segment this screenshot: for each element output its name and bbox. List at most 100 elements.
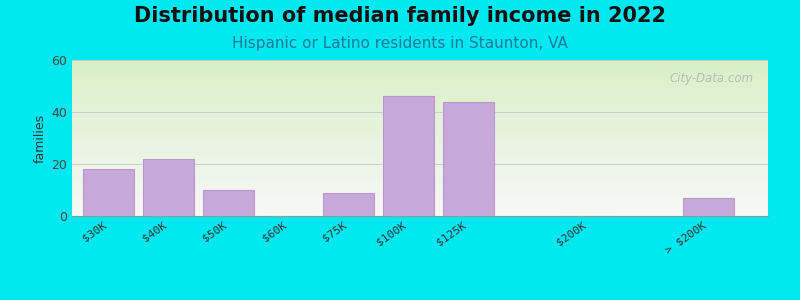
Bar (72, 135, 768, 136)
Bar (72, 157, 768, 158)
Bar (72, 188, 768, 190)
Bar (72, 91, 768, 93)
Bar (72, 125, 768, 127)
Bar (72, 60, 768, 61)
Bar (72, 100, 768, 102)
Bar (72, 205, 768, 207)
Bar (72, 80, 768, 82)
Bar (72, 185, 768, 186)
Bar (72, 183, 768, 185)
Bar (72, 182, 768, 183)
Bar (72, 129, 768, 130)
Bar (72, 166, 768, 168)
Bar (72, 122, 768, 124)
Bar (72, 146, 768, 147)
Bar (72, 61, 768, 63)
Bar (72, 65, 768, 66)
Bar (72, 214, 768, 216)
Bar (202, 190, 254, 216)
Bar (72, 197, 768, 199)
Bar (72, 132, 768, 133)
Bar (72, 94, 768, 96)
Bar (72, 104, 768, 105)
Bar (72, 119, 768, 121)
Bar (72, 196, 768, 197)
Bar (72, 140, 768, 141)
Text: City-Data.com: City-Data.com (670, 73, 754, 85)
Bar (72, 161, 768, 163)
Bar (72, 116, 768, 118)
Bar (72, 112, 768, 113)
Bar (82, 169, 134, 216)
Bar (72, 108, 768, 110)
Bar (142, 159, 194, 216)
Bar (72, 164, 768, 166)
Bar (72, 74, 768, 76)
Bar (72, 158, 768, 160)
Bar (72, 152, 768, 154)
Bar (72, 203, 768, 205)
Bar (322, 193, 374, 216)
Bar (72, 172, 768, 174)
Bar (72, 124, 768, 125)
Bar (72, 98, 768, 99)
Bar (72, 107, 768, 108)
Bar (72, 76, 768, 77)
Bar (72, 105, 768, 107)
Bar (72, 180, 768, 182)
Bar (72, 127, 768, 129)
Bar (382, 96, 434, 216)
Bar (72, 169, 768, 171)
Bar (72, 121, 768, 122)
Bar (72, 154, 768, 155)
Bar (72, 68, 768, 69)
Bar (72, 88, 768, 90)
Bar (72, 63, 768, 65)
Bar (72, 149, 768, 151)
Bar (72, 163, 768, 164)
Bar (72, 73, 768, 74)
Bar (72, 144, 768, 146)
Bar (72, 177, 768, 178)
Bar (72, 190, 768, 191)
Bar (72, 110, 768, 112)
Y-axis label: families: families (34, 113, 47, 163)
Bar (72, 199, 768, 200)
Bar (72, 79, 768, 80)
Bar (72, 86, 768, 88)
Bar (72, 83, 768, 85)
Bar (72, 174, 768, 176)
Bar (72, 66, 768, 68)
Bar (682, 198, 734, 216)
Bar (72, 141, 768, 143)
Bar (72, 155, 768, 157)
Bar (72, 102, 768, 104)
Bar (72, 85, 768, 86)
Text: Distribution of median family income in 2022: Distribution of median family income in … (134, 6, 666, 26)
Bar (72, 69, 768, 71)
Bar (72, 115, 768, 116)
Bar (72, 176, 768, 177)
Bar (72, 133, 768, 135)
Bar (72, 93, 768, 94)
Bar (72, 96, 768, 98)
Bar (442, 102, 494, 216)
Bar (72, 77, 768, 79)
Bar (72, 207, 768, 208)
Bar (72, 168, 768, 169)
Bar (72, 90, 768, 91)
Bar (72, 208, 768, 210)
Bar (72, 143, 768, 144)
Bar (72, 211, 768, 213)
Bar (72, 171, 768, 172)
Bar (72, 71, 768, 73)
Bar (72, 138, 768, 140)
Bar (72, 194, 768, 196)
Text: Hispanic or Latino residents in Staunton, VA: Hispanic or Latino residents in Staunton… (232, 36, 568, 51)
Bar (72, 191, 768, 193)
Bar (72, 151, 768, 152)
Bar (72, 99, 768, 100)
Bar (72, 136, 768, 138)
Bar (72, 186, 768, 188)
Bar (72, 118, 768, 119)
